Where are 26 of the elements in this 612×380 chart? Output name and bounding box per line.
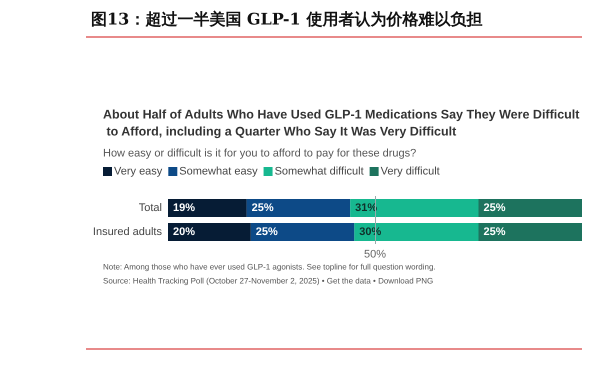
text: Note: Among those who have ever used GLP-1 agonists. See topline for full question wording.	[103, 262, 436, 272]
bar	[478, 223, 582, 241]
text: How easy or difficult is it for you to afford to pay for these drugs?	[103, 148, 416, 160]
data-label: 25%	[484, 226, 506, 238]
y-tick-label: Total	[138, 202, 162, 214]
legend-label: Somewhat difficult	[274, 166, 364, 178]
bar	[478, 199, 582, 217]
chart-title: 图13：超过一半美国 GLP-1 使用者认为价格难以负担	[91, 10, 482, 28]
data-label: 19%	[173, 202, 196, 214]
data-label: 25%	[252, 202, 274, 214]
ref-line-label: 50%	[364, 248, 386, 260]
source-note: Source: Health Tracking Poll (October 27-November 2, 2025) • Get the data • Download PNG	[103, 276, 434, 286]
data-label: 25%	[256, 226, 278, 238]
legend-label: Somewhat easy	[179, 166, 258, 178]
bar	[250, 223, 354, 241]
bar	[168, 223, 251, 241]
data-label: 25%	[484, 202, 506, 214]
chart-subtitle: About Half of Adults Who Have Used GLP-1 Medications Say They Were Difficult to Afford, including a Quarter Who Say It Was Very Difficult	[103, 108, 580, 138]
bar	[168, 199, 247, 217]
bar	[354, 223, 478, 241]
y-tick-label: Insured adults	[92, 226, 162, 238]
legend-label: Very difficult	[380, 166, 440, 178]
legend-label: Very easy	[114, 166, 163, 178]
bar	[350, 199, 478, 217]
bar	[246, 199, 350, 217]
data-label: 20%	[173, 226, 196, 238]
